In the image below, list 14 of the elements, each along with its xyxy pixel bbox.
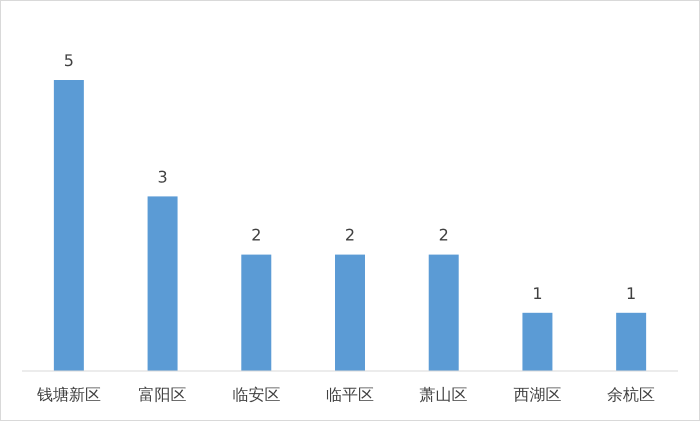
data-label: 5 [64,51,74,70]
x-tick-label: 临安区 [232,385,280,404]
x-tick-label: 萧山区 [420,385,468,404]
data-label: 2 [438,226,449,245]
data-label: 1 [532,284,543,303]
x-tick-label: 余杭区 [607,385,656,404]
data-label: 2 [344,226,356,245]
x-tick-label: 临平区 [326,385,374,404]
x-tick-label: 富阳区 [138,385,187,404]
x-tick-label: 西湖区 [513,385,562,404]
data-label: 3 [157,167,168,186]
x-tick-label: 钱塘新区 [36,385,101,404]
data-label: 2 [251,226,262,245]
data-label: 1 [626,284,636,303]
